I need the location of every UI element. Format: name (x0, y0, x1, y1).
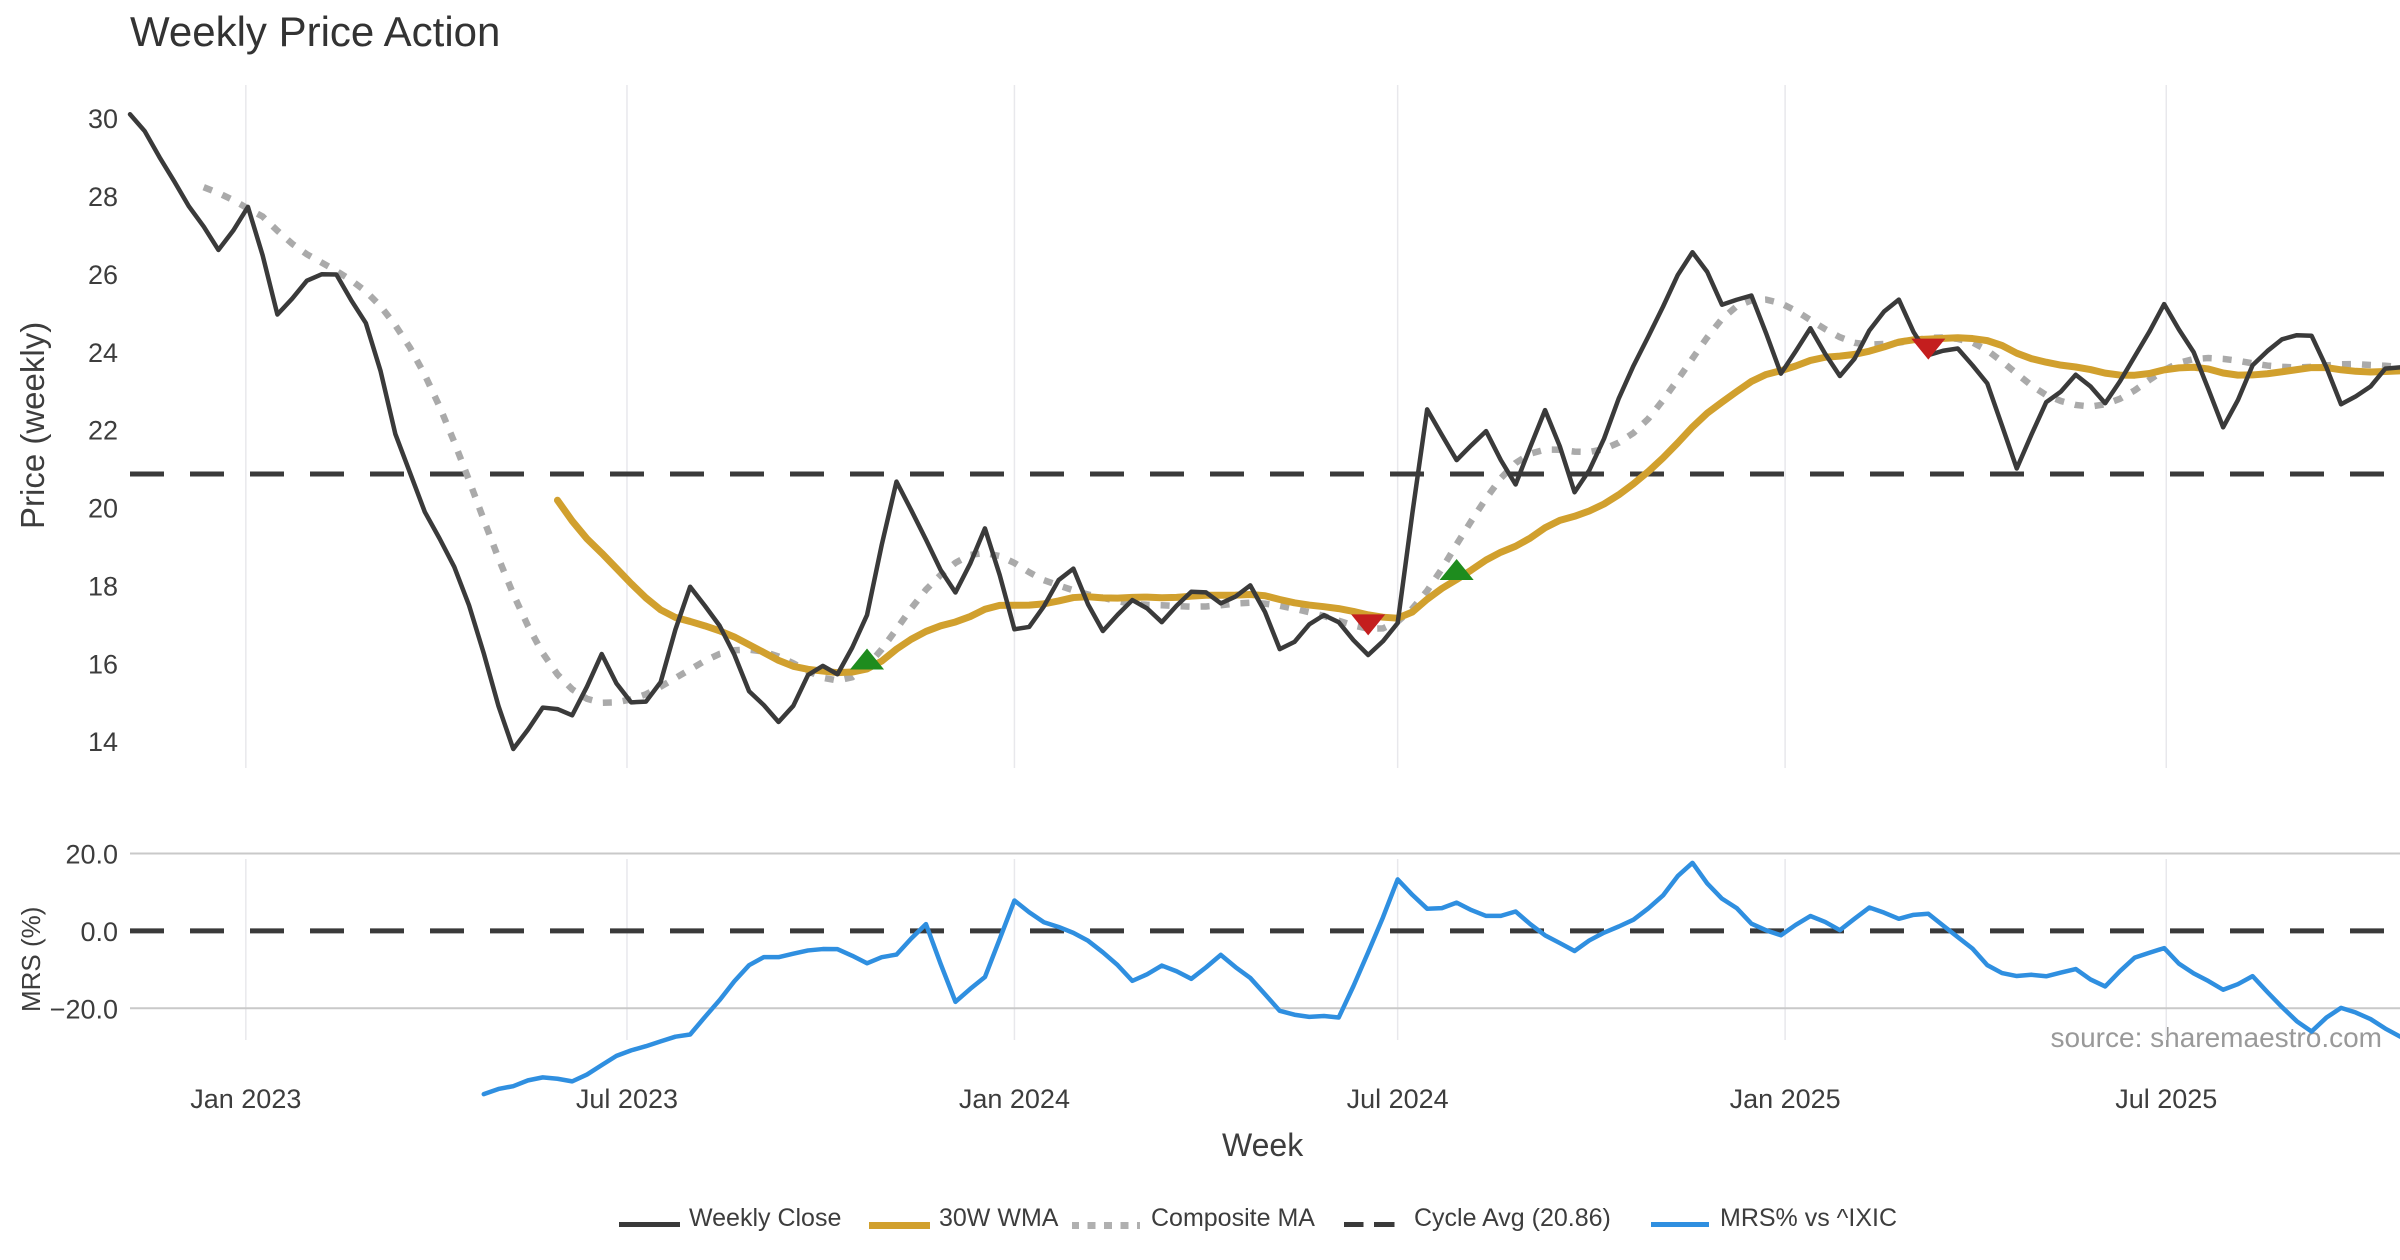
svg-text:20.0: 20.0 (65, 840, 118, 870)
svg-text:18: 18 (88, 571, 118, 601)
svg-text:20: 20 (88, 494, 118, 524)
svg-text:16: 16 (88, 649, 118, 679)
svg-text:14: 14 (88, 727, 118, 757)
svg-text:28: 28 (88, 182, 118, 212)
svg-text:Jan 2025: Jan 2025 (1730, 1084, 1841, 1114)
svg-text:26: 26 (88, 260, 118, 290)
svg-text:0.0: 0.0 (80, 917, 118, 947)
svg-text:22: 22 (88, 416, 118, 446)
svg-text:24: 24 (88, 338, 118, 368)
svg-text:Jan 2023: Jan 2023 (190, 1084, 301, 1114)
svg-text:Jan 2024: Jan 2024 (959, 1084, 1070, 1114)
svg-text:Jul 2023: Jul 2023 (576, 1084, 678, 1114)
svg-text:Jul 2025: Jul 2025 (2115, 1084, 2217, 1114)
svg-text:Jul 2024: Jul 2024 (1347, 1084, 1449, 1114)
svg-text:−20.0: −20.0 (50, 994, 118, 1024)
svg-text:30: 30 (88, 104, 118, 134)
